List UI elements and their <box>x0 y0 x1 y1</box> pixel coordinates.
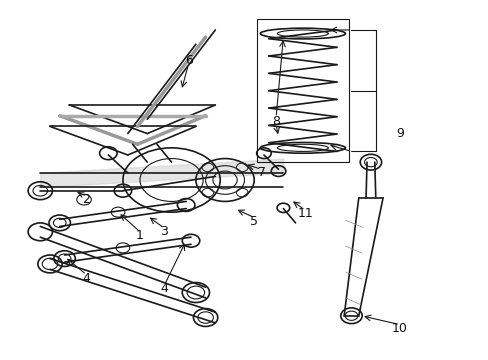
Text: 10: 10 <box>391 322 407 335</box>
Text: 8: 8 <box>271 114 280 127</box>
Text: 9: 9 <box>395 127 403 140</box>
Text: 2: 2 <box>82 193 90 206</box>
Text: 4: 4 <box>82 272 90 285</box>
Text: 3: 3 <box>160 225 168 238</box>
Text: 5: 5 <box>250 215 258 228</box>
Text: 6: 6 <box>184 54 192 67</box>
Text: 4: 4 <box>160 283 168 296</box>
Text: 11: 11 <box>297 207 312 220</box>
Bar <box>256 19 348 162</box>
Text: 7: 7 <box>257 166 265 179</box>
Text: 1: 1 <box>136 229 143 242</box>
